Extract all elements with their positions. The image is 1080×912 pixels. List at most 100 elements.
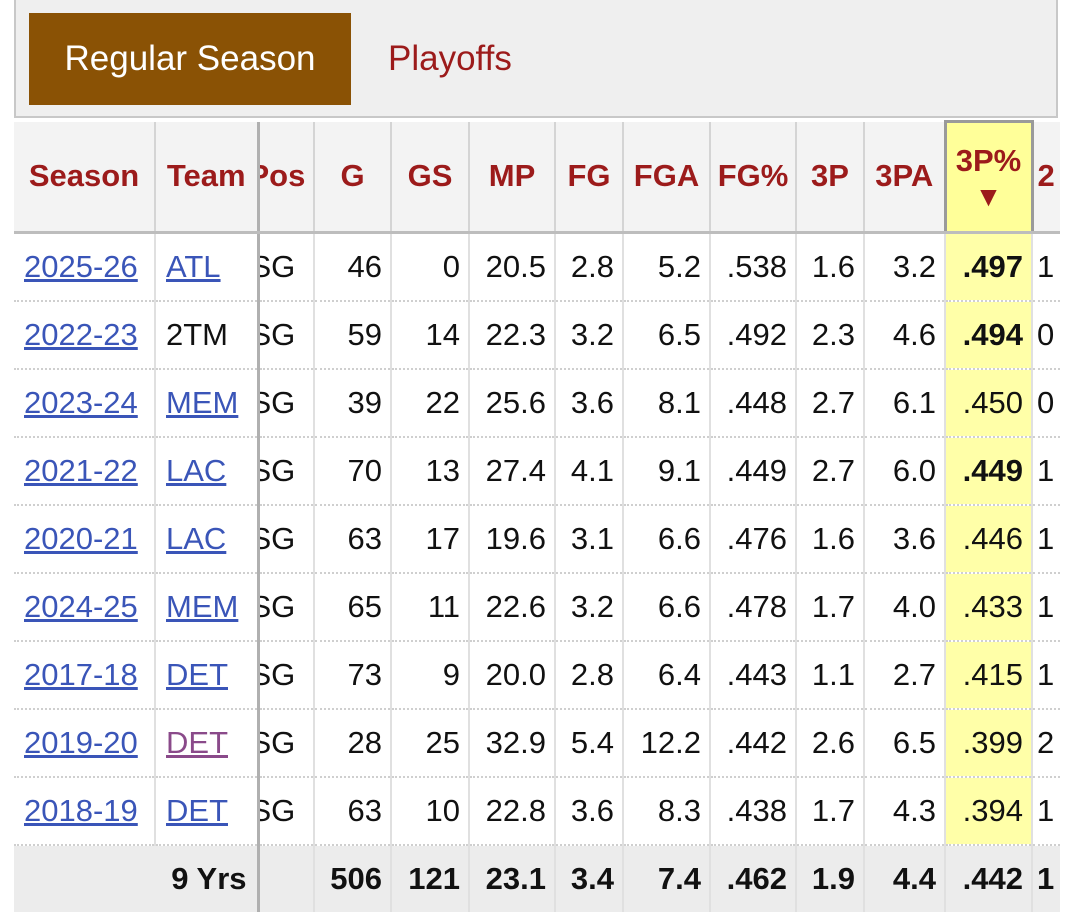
3pa-cell: 6.0 <box>864 437 946 506</box>
season-link[interactable]: 2017-18 <box>24 657 138 692</box>
fga-cell: 6.6 <box>623 573 711 642</box>
3pa-cell: 2.7 <box>864 641 946 710</box>
pos-cell: SG <box>258 709 315 778</box>
3p-cell: 2.7 <box>796 437 865 506</box>
team-link[interactable]: DET <box>166 657 228 692</box>
mp-cell: 20.5 <box>469 232 556 302</box>
fga-cell: 6.6 <box>623 505 711 574</box>
season-link[interactable]: 2023-24 <box>24 385 138 420</box>
season-cell: 2022-23 <box>14 301 156 370</box>
gs-cell: 13 <box>391 437 470 506</box>
season-cell: 2020-21 <box>14 505 156 574</box>
3p-pct-total: .442 <box>945 845 1033 912</box>
team-link[interactable]: LAC <box>166 521 227 556</box>
team-link[interactable]: DET <box>166 793 228 828</box>
team-link[interactable]: LAC <box>166 453 227 488</box>
team-cell: LAC <box>155 437 260 506</box>
column-header-g[interactable]: G <box>314 121 392 234</box>
fg-cell: 3.6 <box>555 369 624 438</box>
fg-cell: 2.8 <box>555 232 624 302</box>
season-cell: 2021-22 <box>14 437 156 506</box>
column-header-3pa[interactable]: 3PA <box>864 121 946 234</box>
fg-cell: 3.2 <box>555 301 624 370</box>
3p-pct-cell: .449 <box>945 437 1033 506</box>
column-header-fg[interactable]: FG <box>555 121 624 234</box>
3pa-cell: 4.3 <box>864 777 946 846</box>
column-header-2p-partial[interactable]: 2 <box>1032 121 1060 234</box>
fg-cell: 2.8 <box>555 641 624 710</box>
2p-partial-cell: 1 <box>1032 777 1060 846</box>
2p-partial-cell: 2 <box>1032 709 1060 778</box>
3p-cell: 2.7 <box>796 369 865 438</box>
2p-partial-cell: 0 <box>1032 369 1060 438</box>
team-link[interactable]: ATL <box>166 249 221 284</box>
column-header-team[interactable]: Team <box>155 121 260 234</box>
tab-playoffs[interactable]: Playoffs <box>388 39 512 78</box>
2p-partial-cell: 1 <box>1032 437 1060 506</box>
3p-pct-cell: .494 <box>945 301 1033 370</box>
column-header-fg-pct[interactable]: FG% <box>710 121 797 234</box>
3p-pct-cell: .450 <box>945 369 1033 438</box>
2p-partial-total: 1 <box>1032 845 1060 912</box>
3pa-cell: 3.6 <box>864 505 946 574</box>
3p-total: 1.9 <box>796 845 865 912</box>
season-link[interactable]: 2019-20 <box>24 725 138 760</box>
season-cell: 2024-25 <box>14 573 156 642</box>
table-row: 2022-23 2TMSG591422.33.26.5.4922.34.6.494… <box>14 301 1060 370</box>
table-row: 2021-22LACSG701327.44.19.1.4492.76.0.449… <box>14 437 1060 506</box>
g-cell: 65 <box>314 573 392 642</box>
season-link[interactable]: 2025-26 <box>24 249 138 284</box>
fg-cell: 3.6 <box>555 777 624 846</box>
season-link[interactable]: 2021-22 <box>24 453 138 488</box>
fg-pct-cell: .448 <box>710 369 797 438</box>
column-header-pos[interactable]: Pos <box>258 121 315 234</box>
fg-pct-cell: .538 <box>710 232 797 302</box>
team-cell: DET <box>155 641 260 710</box>
team-link[interactable]: MEM <box>166 589 239 624</box>
season-cell: 2025-26 <box>14 232 156 302</box>
g-cell: 63 <box>314 505 392 574</box>
season-link[interactable]: 2024-25 <box>24 589 138 624</box>
column-header-label: G <box>340 158 365 194</box>
gs-cell: 17 <box>391 505 470 574</box>
gs-total: 121 <box>391 845 470 912</box>
column-header-mp[interactable]: MP <box>469 121 556 234</box>
column-header-fga[interactable]: FGA <box>623 121 711 234</box>
gs-cell: 9 <box>391 641 470 710</box>
gs-cell: 10 <box>391 777 470 846</box>
3p-pct-cell: .497 <box>945 232 1033 302</box>
fg-pct-cell: .438 <box>710 777 797 846</box>
column-header-label: Season <box>28 158 140 194</box>
team-cell: MEM <box>155 369 260 438</box>
column-header-3p[interactable]: 3P <box>796 121 865 234</box>
season-cell: 2023-24 <box>14 369 156 438</box>
team-link[interactable]: DET <box>166 725 228 760</box>
fg-cell: 4.1 <box>555 437 624 506</box>
season-cell: 2017-18 <box>14 641 156 710</box>
tab-regular-season[interactable]: Regular Season <box>29 13 351 105</box>
pos-cell: SG <box>258 232 315 302</box>
mp-cell: 22.8 <box>469 777 556 846</box>
column-header-label: 3P% <box>955 143 1022 178</box>
fg-pct-cell: .443 <box>710 641 797 710</box>
season-link[interactable]: 2022-23 <box>24 317 138 352</box>
2p-partial-cell: 1 <box>1032 641 1060 710</box>
season-cell: 2018-19 <box>14 777 156 846</box>
season-link[interactable]: 2020-21 <box>24 521 138 556</box>
g-cell: 59 <box>314 301 392 370</box>
pos-cell: SG <box>258 437 315 506</box>
fga-cell: 6.5 <box>623 301 711 370</box>
team-link[interactable]: MEM <box>166 385 239 420</box>
season-link[interactable]: 2018-19 <box>24 793 138 828</box>
fga-cell: 8.3 <box>623 777 711 846</box>
sort-descending-arrow-icon: ▼ <box>974 181 1003 212</box>
3p-cell: 1.1 <box>796 641 865 710</box>
2p-partial-cell: 1 <box>1032 505 1060 574</box>
column-header-season[interactable]: Season <box>14 121 156 234</box>
3p-cell: 1.7 <box>796 777 865 846</box>
pos-cell: SG <box>258 641 315 710</box>
column-header-3p-pct[interactable]: 3P% ▼ <box>943 120 1034 234</box>
column-header-gs[interactable]: GS <box>391 121 470 234</box>
column-header-label: FG% <box>717 158 789 194</box>
